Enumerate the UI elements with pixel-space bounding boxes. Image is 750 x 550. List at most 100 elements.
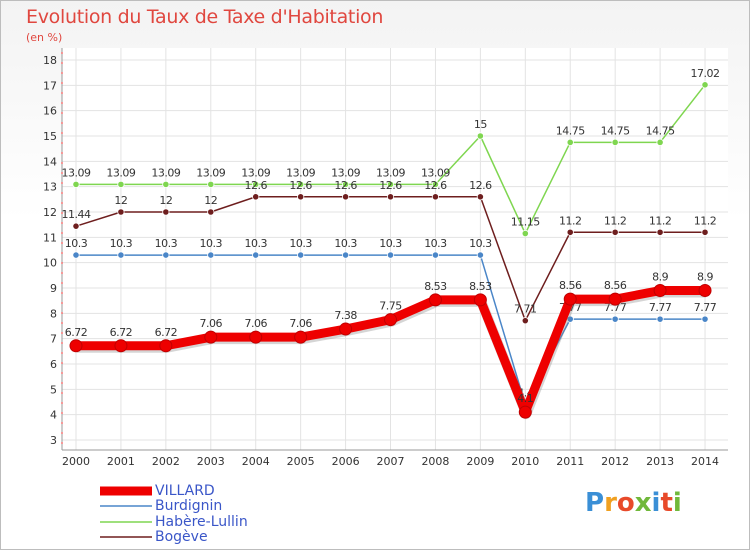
logo-letter: i [651,488,661,518]
data-point-burdignin [72,251,80,259]
data-point-hab-re-lullin [162,180,170,188]
data-label-villard: 7.06 [244,317,267,330]
y-tick-label: 6 [50,358,57,371]
legend-label-bogeve: Bogève [155,529,208,545]
data-label-villard: 8.56 [604,279,627,292]
data-point-hab-re-lullin [117,180,125,188]
data-label-villard: 7.75 [379,300,402,313]
data-label-hab-re-lullin: 13.09 [331,166,360,179]
data-label-villard: 7.06 [200,317,223,330]
x-tick-label: 2009 [466,455,494,468]
x-tick-label: 2000 [62,455,90,468]
data-label-villard: 6.72 [65,326,88,339]
data-point-burdignin [207,251,215,259]
data-label-hab-re-lullin: 13.09 [62,166,91,179]
data-label-villard: 8.53 [424,280,447,293]
y-tick-label: 15 [43,130,57,143]
data-label-burdignin: 10.3 [469,237,492,250]
data-label-hab-re-lullin: 14.75 [556,124,585,137]
data-point-burdignin [701,315,709,323]
data-point-bog-ve [521,317,529,325]
data-label-bog-ve: 11.2 [694,214,717,227]
data-label-villard: 8.9 [652,271,668,284]
data-point-villard [608,292,622,306]
data-point-bog-ve [476,193,484,201]
y-tick-label: 9 [50,282,57,295]
data-point-hab-re-lullin [566,138,574,146]
data-label-hab-re-lullin: 13.09 [286,166,315,179]
data-label-hab-re-lullin: 13.09 [421,166,450,179]
data-label-bog-ve: 12.6 [469,179,492,192]
data-point-villard [563,292,577,306]
data-label-bog-ve: 12.6 [379,179,402,192]
data-point-burdignin [252,251,260,259]
data-point-bog-ve [297,193,305,201]
data-point-villard [653,284,667,298]
data-label-hab-re-lullin: 17.02 [691,67,720,80]
data-label-hab-re-lullin: 11.15 [511,216,540,229]
y-tick-label: 4 [50,409,57,422]
data-label-burdignin: 10.3 [65,237,88,250]
data-label-hab-re-lullin: 14.75 [646,124,675,137]
data-label-bog-ve: 12 [159,194,172,207]
data-point-bog-ve [72,222,80,230]
logo-letter: r [604,488,617,518]
data-label-burdignin: 10.3 [289,237,312,250]
y-tick-label: 17 [43,79,57,92]
logo-letter: i [672,488,682,518]
y-tick-label: 10 [43,257,57,270]
data-point-villard [249,330,263,344]
data-label-villard: 7.06 [289,317,312,330]
data-label-villard: 6.72 [110,326,133,339]
data-point-burdignin [117,251,125,259]
y-tick-label: 8 [50,307,57,320]
logo-letter: x [634,488,652,518]
x-tick-label: 2008 [421,455,449,468]
y-tick-label: 14 [43,155,57,168]
x-tick-label: 2005 [287,455,315,468]
y-tick-label: 18 [43,54,57,67]
data-point-hab-re-lullin [252,180,260,188]
data-point-bog-ve [611,228,619,236]
data-point-bog-ve [341,193,350,201]
data-label-bog-ve: 11.2 [559,214,582,227]
data-point-bog-ve [566,228,574,236]
data-point-hab-re-lullin [476,132,484,140]
logo-letter: t [660,488,673,518]
x-tick-label: 2003 [197,455,225,468]
data-point-hab-re-lullin [386,180,395,188]
data-point-burdignin [611,315,619,323]
data-label-hab-re-lullin: 13.09 [151,166,180,179]
data-label-bog-ve: 12.6 [424,179,447,192]
data-point-hab-re-lullin [431,180,440,188]
data-label-burdignin: 10.3 [155,237,178,250]
data-label-burdignin: 10.3 [334,237,357,250]
data-point-hab-re-lullin [297,180,305,188]
data-label-hab-re-lullin: 14.75 [601,124,630,137]
x-tick-label: 2012 [601,455,629,468]
data-label-bog-ve: 11.2 [649,214,672,227]
data-label-burdignin: 10.3 [424,237,447,250]
data-point-hab-re-lullin [701,81,709,89]
data-label-hab-re-lullin: 13.09 [241,166,270,179]
data-label-bog-ve: 7.71 [514,303,537,316]
data-point-bog-ve [701,228,709,236]
data-point-burdignin [476,251,484,259]
y-tick-label: 5 [50,383,57,396]
x-tick-label: 2013 [646,455,674,468]
data-point-bog-ve [162,208,170,216]
data-label-bog-ve: 12 [114,194,127,207]
data-point-burdignin [431,251,440,259]
data-label-burdignin: 7.77 [604,301,627,314]
data-point-villard [428,293,442,307]
y-tick-label: 11 [43,231,57,244]
data-point-villard [384,313,398,327]
data-label-villard: 8.53 [469,280,492,293]
data-point-burdignin [386,251,395,259]
x-tick-label: 2011 [556,455,584,468]
data-label-villard: 6.72 [155,326,178,339]
x-tick-label: 2002 [152,455,180,468]
data-label-burdignin: 10.3 [244,237,267,250]
data-point-bog-ve [117,208,125,216]
